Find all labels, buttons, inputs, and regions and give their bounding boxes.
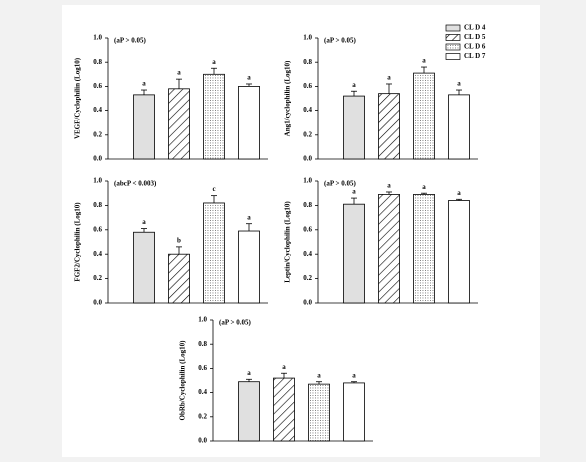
bar bbox=[133, 231, 155, 304]
bar bbox=[133, 94, 155, 160]
legend-swatch bbox=[445, 43, 461, 51]
significance-letter: a bbox=[317, 371, 321, 379]
significance-letter: a bbox=[212, 58, 216, 66]
y-tick-label: 0.8 bbox=[303, 58, 312, 66]
y-tick-label: 0.0 bbox=[303, 155, 312, 163]
y-tick-label: 0.2 bbox=[198, 412, 207, 420]
y-tick-label: 1.0 bbox=[93, 34, 102, 42]
bar bbox=[238, 86, 260, 160]
bar bbox=[343, 382, 365, 442]
y-axis-label: Ang1/cyclophilin (Log10) bbox=[284, 60, 292, 136]
bar bbox=[343, 203, 365, 304]
significance-letter: a bbox=[387, 182, 391, 190]
y-axis-label: ObRb/Cyclophilin (Log10) bbox=[179, 340, 187, 421]
y-tick-label: 0.8 bbox=[93, 201, 102, 209]
annotation: (aP > 0.05) bbox=[114, 37, 146, 45]
significance-letter: c bbox=[212, 185, 215, 193]
significance-letter: a bbox=[352, 188, 356, 196]
bar bbox=[203, 202, 225, 304]
y-tick-label: 1.0 bbox=[303, 177, 312, 185]
significance-letter: b bbox=[177, 236, 181, 244]
bar bbox=[168, 88, 190, 160]
y-tick-label: 0.2 bbox=[93, 130, 102, 138]
y-tick-label: 0.0 bbox=[93, 155, 102, 163]
legend-label: CL D 7 bbox=[464, 52, 486, 60]
significance-letter: a bbox=[387, 74, 391, 82]
significance-letter: a bbox=[422, 57, 426, 65]
bar bbox=[203, 73, 225, 160]
legend-label: CL D 5 bbox=[464, 33, 486, 41]
bar bbox=[448, 94, 470, 160]
legend-swatch bbox=[445, 24, 461, 32]
y-tick-label: 0.8 bbox=[198, 340, 207, 348]
y-tick-label: 0.6 bbox=[198, 364, 207, 372]
legend-swatch bbox=[445, 34, 461, 41]
significance-letter: a bbox=[247, 213, 251, 221]
significance-letter: a bbox=[352, 371, 356, 379]
significance-letter: a bbox=[457, 189, 461, 197]
bar bbox=[413, 194, 435, 304]
legend-label: CL D 4 bbox=[464, 24, 486, 32]
annotation: (aP > 0.05) bbox=[219, 319, 251, 327]
legend-label: CL D 6 bbox=[464, 43, 486, 51]
bar bbox=[308, 383, 330, 442]
y-tick-label: 0.6 bbox=[93, 225, 102, 233]
y-tick-label: 0.8 bbox=[93, 58, 102, 66]
bar bbox=[273, 377, 295, 442]
y-tick-label: 0.8 bbox=[303, 201, 312, 209]
significance-letter: a bbox=[457, 80, 461, 88]
y-tick-label: 0.2 bbox=[303, 274, 312, 282]
y-tick-label: 0.6 bbox=[93, 82, 102, 90]
y-tick-label: 1.0 bbox=[93, 177, 102, 185]
bar bbox=[238, 381, 260, 442]
significance-letter: a bbox=[247, 369, 251, 377]
y-axis-label: Leptin/Cyclophilin (Log10) bbox=[284, 201, 292, 283]
y-tick-label: 0.6 bbox=[303, 82, 312, 90]
y-axis-label: FGF2/Cyclophilin (Log10) bbox=[74, 202, 82, 282]
significance-letter: a bbox=[177, 69, 181, 77]
y-tick-label: 0.4 bbox=[303, 250, 312, 258]
bar bbox=[378, 93, 400, 160]
bar bbox=[168, 253, 190, 304]
significance-letter: a bbox=[247, 74, 251, 82]
significance-letter: a bbox=[282, 363, 286, 371]
significance-letter: a bbox=[422, 183, 426, 191]
y-tick-label: 0.4 bbox=[93, 250, 102, 258]
bar bbox=[413, 72, 435, 160]
y-tick-label: 0.4 bbox=[198, 388, 207, 396]
bar bbox=[238, 230, 260, 304]
legend-swatch bbox=[445, 53, 461, 60]
bar bbox=[343, 95, 365, 160]
y-tick-label: 0.2 bbox=[93, 274, 102, 282]
annotation: (aP > 0.05) bbox=[324, 37, 356, 45]
y-tick-label: 0.0 bbox=[303, 299, 312, 307]
bar bbox=[378, 194, 400, 304]
y-tick-label: 0.4 bbox=[303, 106, 312, 114]
bar bbox=[448, 200, 470, 304]
y-tick-label: 0.0 bbox=[93, 299, 102, 307]
y-tick-label: 1.0 bbox=[198, 316, 207, 324]
y-tick-label: 0.2 bbox=[303, 130, 312, 138]
y-tick-label: 0.0 bbox=[198, 437, 207, 445]
y-tick-label: 1.0 bbox=[303, 34, 312, 42]
significance-letter: a bbox=[352, 81, 356, 89]
y-tick-label: 0.4 bbox=[93, 106, 102, 114]
significance-letter: a bbox=[142, 80, 146, 88]
annotation: (abcP < 0.003) bbox=[114, 180, 157, 188]
annotation: (aP > 0.05) bbox=[324, 180, 356, 188]
significance-letter: a bbox=[142, 218, 146, 226]
y-tick-label: 0.6 bbox=[303, 225, 312, 233]
y-axis-label: VEGF/Cyclophilin (Log10) bbox=[74, 57, 82, 139]
